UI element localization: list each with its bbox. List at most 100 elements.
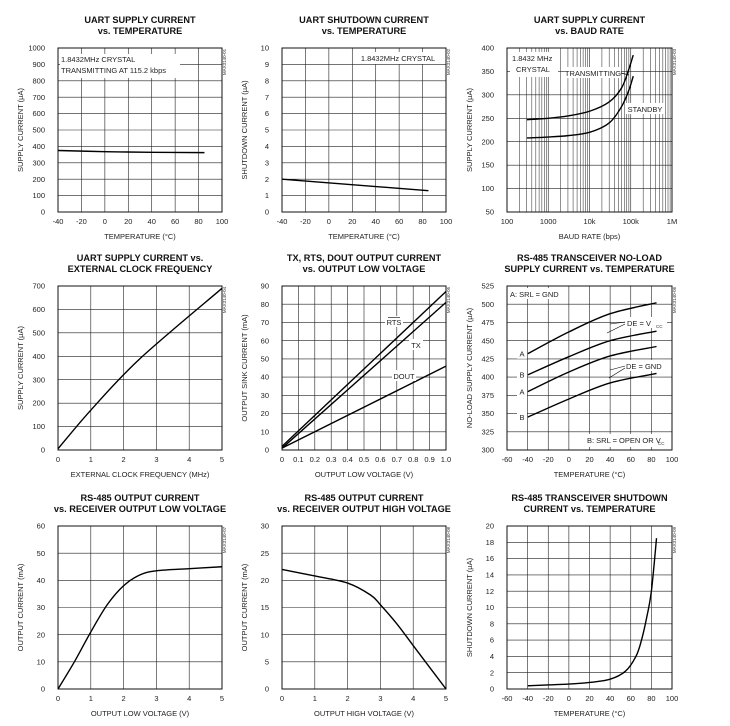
x-tick-label: 0.2 — [310, 455, 320, 464]
chart-title: vs. OUTPUT LOW VOLTAGE — [303, 264, 426, 274]
note: DE = GND — [626, 362, 662, 371]
y-tick-label: 50 — [486, 208, 494, 217]
x-tick-label: 0.7 — [392, 455, 402, 464]
y-tick-label: 4 — [265, 142, 269, 151]
x-tick-label: 0.3 — [326, 455, 336, 464]
x-axis-label: TEMPERATURE (°C) — [554, 470, 626, 479]
x-tick-label: 60 — [627, 455, 635, 464]
chart-title: RS-485 TRANSCEIVER NO-LOAD — [517, 253, 662, 263]
chart-title: SUPPLY CURRENT vs. TEMPERATURE — [504, 264, 674, 274]
y-tick-label: 0 — [265, 208, 269, 217]
y-tick-label: 5 — [265, 126, 269, 135]
plot-frame — [506, 525, 673, 690]
x-tick-label: 0.6 — [375, 455, 385, 464]
y-tick-label: 2 — [265, 175, 269, 184]
x-tick-label: 3 — [154, 694, 158, 703]
y-tick-label: 425 — [481, 354, 494, 363]
y-tick-label: 50 — [261, 354, 269, 363]
x-tick-label: 60 — [627, 694, 635, 703]
x-tick-label: 100 — [440, 217, 453, 226]
series-line — [281, 178, 429, 192]
y-tick-label: 40 — [37, 576, 45, 585]
chart-title: EXTERNAL CLOCK FREQUENCY — [68, 264, 213, 274]
label-backing — [625, 317, 667, 328]
label-backing — [517, 368, 527, 380]
series-label: STANDBY — [628, 105, 663, 114]
x-tick-label: 0 — [567, 455, 571, 464]
y-tick-label: 1 — [265, 191, 269, 200]
y-tick-label: 500 — [32, 126, 45, 135]
x-tick-label: 0.9 — [424, 455, 434, 464]
x-tick-label: 0 — [567, 694, 571, 703]
y-tick-label: 15 — [261, 603, 269, 612]
label-backing — [510, 52, 558, 77]
chart-title: CURRENT vs. TEMPERATURE — [523, 504, 655, 514]
y-tick-label: 60 — [261, 336, 269, 345]
x-tick-label: 0.5 — [359, 455, 369, 464]
x-tick-label: 1 — [89, 455, 93, 464]
series-label: B — [519, 371, 524, 380]
x-tick-label: 100 — [666, 455, 679, 464]
x-tick-label: 20 — [124, 217, 132, 226]
x-axis-label: TEMPERATURE (°C) — [328, 232, 400, 241]
y-tick-label: 30 — [261, 391, 269, 400]
y-tick-label: 500 — [481, 300, 494, 309]
y-tick-label: 5 — [265, 657, 269, 666]
y-axis-label: SUPPLY CURRENT (µA) — [16, 88, 25, 172]
plot-frame — [57, 285, 223, 451]
grid — [506, 525, 673, 690]
y-tick-label: 500 — [32, 328, 45, 337]
series-label: TRANSMITTING — [565, 69, 621, 78]
plot-frame — [506, 47, 673, 213]
x-tick-label: 0.4 — [342, 455, 352, 464]
figure-code: MAX3140-01 — [222, 48, 227, 75]
x-tick-label: 0.1 — [293, 455, 303, 464]
x-tick-label: -40 — [522, 455, 533, 464]
x-tick-label: 100 — [216, 217, 229, 226]
x-tick-label: 100 — [501, 217, 514, 226]
x-tick-label: 0 — [56, 455, 60, 464]
label-backing — [509, 288, 559, 299]
y-axis-label: SHUTDOWN CURRENT (µA) — [465, 557, 474, 657]
y-tick-label: 300 — [32, 158, 45, 167]
label-backing — [409, 339, 423, 350]
leader-line — [609, 321, 626, 325]
y-tick-label: 80 — [261, 300, 269, 309]
plot-frame — [506, 285, 673, 451]
y-tick-label: 6 — [265, 109, 269, 118]
y-tick-label: 3 — [265, 158, 269, 167]
y-tick-label: 100 — [32, 191, 45, 200]
figure-code: MAX3140-07 — [222, 526, 227, 553]
chart-title: vs. TEMPERATURE — [322, 26, 407, 36]
y-tick-label: 400 — [481, 44, 494, 53]
note-subscript: CC — [658, 441, 665, 446]
y-tick-label: 350 — [481, 409, 494, 418]
x-tick-label: 1.0 — [441, 455, 451, 464]
y-tick-label: 200 — [32, 399, 45, 408]
plot-frame — [281, 285, 447, 451]
leader-line — [608, 367, 626, 379]
y-tick-label: 200 — [481, 137, 494, 146]
label-backing — [357, 52, 439, 64]
x-tick-label: 40 — [606, 455, 614, 464]
label-backing — [565, 67, 621, 78]
series-line — [281, 301, 447, 449]
x-tick-label: 4 — [187, 694, 191, 703]
y-tick-label: 150 — [481, 161, 494, 170]
chart-title: vs. RECEIVER OUTPUT LOW VOLTAGE — [54, 504, 226, 514]
y-tick-label: 350 — [481, 67, 494, 76]
series-line — [527, 372, 657, 418]
series-line — [527, 538, 658, 687]
leader-line — [620, 72, 630, 76]
x-tick-label: 20 — [585, 694, 593, 703]
figure-code: MAX3140-05 — [446, 286, 451, 313]
label-backing — [517, 347, 527, 359]
y-tick-label: 200 — [32, 175, 45, 184]
y-axis-label: OUTPUT CURRENT (mA) — [16, 563, 25, 651]
y-tick-label: 250 — [481, 114, 494, 123]
grid — [57, 285, 223, 451]
series-line — [57, 287, 223, 450]
